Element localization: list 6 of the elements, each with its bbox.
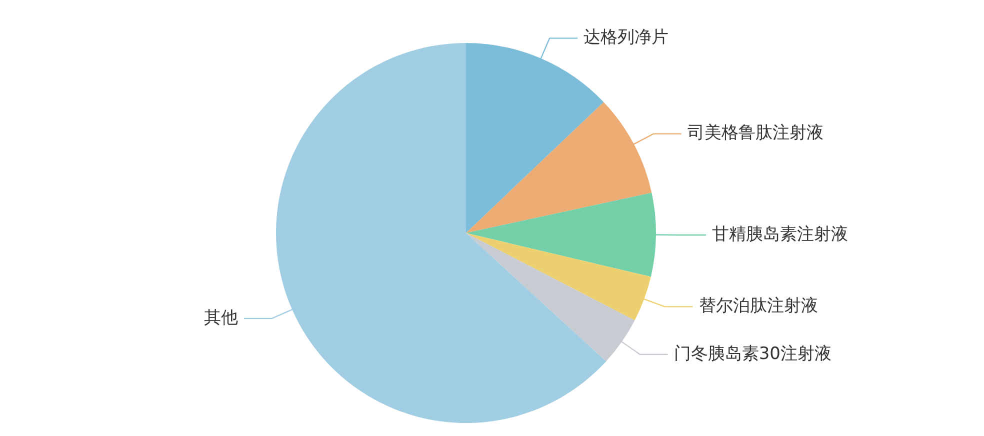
slice-label: 甘精胰岛素注射液 [712, 224, 848, 244]
slice-label: 替尔泊肽注射液 [698, 296, 818, 316]
slice-label: 门冬胰岛素30注射液 [674, 344, 832, 364]
slice-label: 其他 [204, 308, 238, 328]
slice-label: 司美格鲁肽注射液 [687, 123, 824, 144]
slice-label: 达格列净片 [584, 28, 669, 48]
